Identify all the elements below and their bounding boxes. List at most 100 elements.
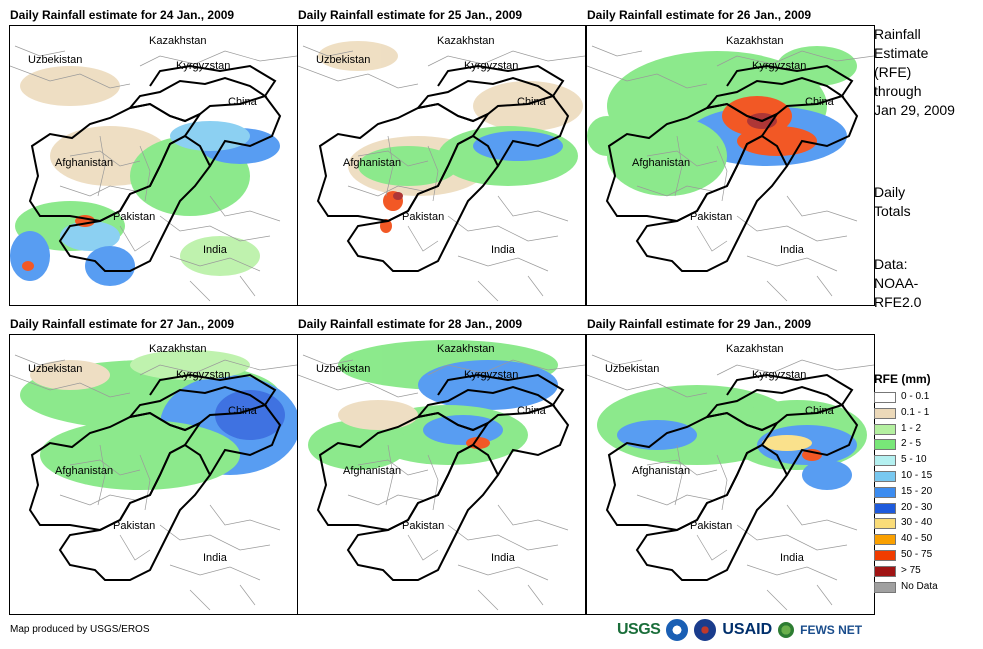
label-india-3: India (780, 244, 804, 256)
label-pakistan-5: Pakistan (402, 520, 445, 532)
panel-title-24jan: Daily Rainfall estimate for 24 Jan., 200… (10, 8, 235, 22)
side-title-line1: Rainfall (874, 26, 921, 42)
panel-title-25jan: Daily Rainfall estimate for 25 Jan., 200… (298, 8, 523, 22)
map-28jan-svg (298, 340, 585, 611)
label-uzbekistan-2: Uzbekistan (316, 54, 371, 66)
label-pakistan-6: Pakistan (690, 520, 733, 532)
legend-label: 2 - 5 (901, 438, 922, 450)
legend-label: 30 - 40 (901, 517, 933, 529)
side-daily1: Daily (874, 184, 906, 200)
label-china-1: China (228, 96, 257, 108)
label-afghanistan-1: Afghanistan (55, 157, 114, 169)
legend-swatch (874, 518, 896, 530)
label-afghanistan-2: Afghanistan (343, 157, 402, 169)
side-data1: Data: (874, 256, 908, 272)
credit-text: Map produced by USGS/EROS (10, 624, 150, 635)
map-26jan (586, 25, 875, 306)
usgs-logo: USGS (617, 621, 661, 638)
legend-label: 5 - 10 (901, 454, 927, 466)
label-uzbekistan-4: Uzbekistan (28, 363, 83, 375)
noaa-logo-icon (666, 619, 689, 641)
label-afghanistan-4: Afghanistan (55, 465, 114, 477)
legend-label: 15 - 20 (901, 485, 933, 497)
panel-title-29jan: Daily Rainfall estimate for 29 Jan., 200… (587, 317, 812, 331)
fews-globe-icon (778, 622, 795, 638)
label-pakistan-2: Pakistan (402, 211, 445, 223)
legend-swatch (874, 581, 896, 593)
fews-net-logo: FEWS NET (800, 623, 863, 637)
legend-swatch (874, 423, 896, 435)
map-24jan-svg (10, 45, 297, 302)
label-afghanistan-6: Afghanistan (632, 465, 691, 477)
label-china-6: China (805, 405, 834, 417)
legend-swatch (874, 565, 896, 577)
side-data2: NOAA- (874, 275, 919, 291)
label-india-2: India (491, 244, 515, 256)
label-kazakhstan-3: Kazakhstan (726, 35, 784, 47)
legend-label: 50 - 75 (901, 549, 933, 560)
label-kazakhstan-1: Kazakhstan (149, 35, 207, 47)
label-uzbekistan-5: Uzbekistan (316, 363, 371, 375)
legend-label: 40 - 50 (901, 533, 933, 545)
label-kyrgyzstan-1: Kyrgyzstan (176, 60, 231, 72)
map-24jan (9, 25, 298, 306)
label-india-4: India (203, 552, 227, 564)
label-kazakhstan-5: Kazakhstan (437, 343, 495, 355)
label-kyrgyzstan-4: Kyrgyzstan (176, 369, 231, 381)
label-kyrgyzstan-5: Kyrgyzstan (464, 369, 519, 381)
legend-swatch (874, 486, 896, 498)
label-pakistan-1: Pakistan (113, 211, 156, 223)
label-afghanistan-5: Afghanistan (343, 465, 402, 477)
map-27jan (9, 334, 298, 615)
label-afghanistan-3: Afghanistan (632, 157, 691, 169)
label-kyrgyzstan-2: Kyrgyzstan (464, 60, 519, 72)
legend-swatch (874, 439, 896, 451)
label-kazakhstan-4: Kazakhstan (149, 343, 207, 355)
legend-swatch (874, 392, 896, 403)
label-pakistan-4: Pakistan (113, 520, 156, 532)
map-26jan-svg (587, 45, 874, 302)
label-india-6: India (780, 552, 804, 564)
usaid-logo: USAID (722, 621, 773, 638)
legend-swatch (874, 407, 896, 419)
label-china-5: China (517, 405, 546, 417)
label-india-5: India (491, 552, 515, 564)
label-kazakhstan-6: Kazakhstan (726, 343, 784, 355)
legend-label: 1 - 2 (901, 422, 922, 434)
label-kazakhstan-2: Kazakhstan (437, 35, 495, 47)
map-28jan (297, 334, 586, 615)
side-date: Jan 29, 2009 (874, 102, 955, 118)
side-data3: RFE2.0 (874, 294, 922, 310)
legend-swatch (874, 550, 896, 561)
side-through: through (874, 83, 922, 99)
label-kyrgyzstan-6: Kyrgyzstan (752, 369, 807, 381)
side-daily2: Totals (874, 203, 911, 219)
map-25jan-svg (298, 41, 585, 302)
map-29jan-svg (587, 354, 874, 611)
legend-label: 0.1 - 1 (901, 406, 930, 418)
panel-title-26jan: Daily Rainfall estimate for 26 Jan., 200… (587, 8, 812, 22)
legend-label: 20 - 30 (901, 501, 933, 513)
legend-swatch (874, 502, 896, 514)
label-india-1: India (203, 244, 227, 256)
map-27jan-svg (10, 350, 297, 611)
map-29jan (586, 334, 875, 615)
legend-label: 0 - 0.1 (901, 391, 930, 402)
nasa-logo-icon (694, 619, 717, 641)
legend-swatch (874, 455, 896, 467)
label-kyrgyzstan-3: Kyrgyzstan (752, 60, 807, 72)
legend-label: 10 - 15 (901, 470, 933, 481)
legend-swatch (874, 471, 896, 482)
label-china-4: China (228, 405, 257, 417)
legend-label: > 75 (901, 564, 921, 576)
panel-title-28jan: Daily Rainfall estimate for 28 Jan., 200… (298, 317, 523, 331)
label-uzbekistan-6: Uzbekistan (605, 363, 660, 375)
label-pakistan-3: Pakistan (690, 211, 733, 223)
side-title-line3: (RFE) (874, 64, 912, 80)
label-china-3: China (805, 96, 834, 108)
legend-swatch (874, 534, 896, 546)
panel-title-27jan: Daily Rainfall estimate for 27 Jan., 200… (10, 317, 235, 331)
map-25jan (297, 25, 586, 306)
legend-label: No Data (901, 580, 938, 592)
label-china-2: China (517, 96, 546, 108)
